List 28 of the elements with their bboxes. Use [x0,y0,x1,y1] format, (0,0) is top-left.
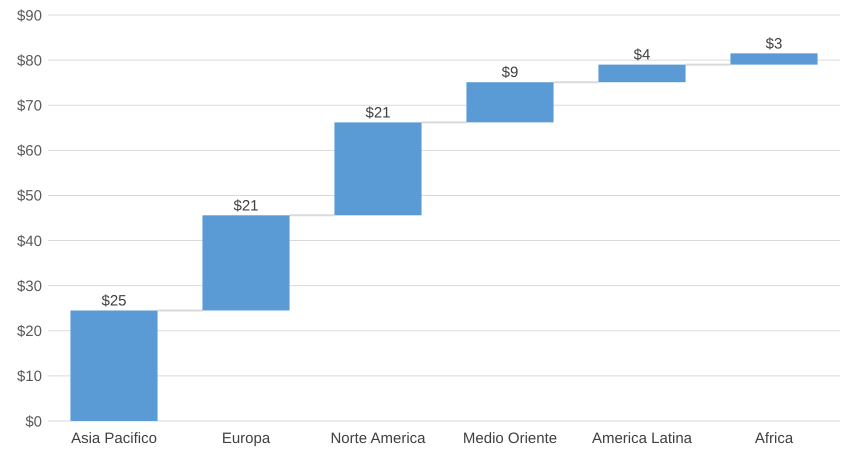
bar [202,215,290,310]
x-tick-label: Medio Oriente [462,430,558,447]
y-tick-label: $70 [16,97,42,114]
bar [334,122,422,216]
data-label: $3 [766,35,782,52]
data-label: $4 [634,46,650,64]
y-tick-label: $60 [16,142,42,160]
y-tick-label: $20 [16,323,42,340]
data-label: $9 [502,64,518,82]
bar [466,82,554,122]
y-tick-label: $10 [16,368,42,386]
x-tick-label: Asia Pacifico [71,430,157,447]
x-tick-label: Norte America [330,430,426,447]
x-tick-label: America Latina [592,430,693,447]
y-tick-label: $50 [16,188,42,205]
bar [598,64,686,82]
y-tick-label: $40 [16,232,42,250]
bar [70,310,158,421]
data-label: $21 [233,197,259,214]
data-label: $25 [101,292,127,310]
y-tick-label: $0 [25,413,42,430]
bar [730,53,818,65]
x-tick-label: Europa [222,430,271,447]
y-tick-label: $30 [16,278,42,295]
y-tick-label: $80 [16,52,42,70]
y-tick-label: $90 [16,7,42,24]
x-tick-label: Africa [754,430,794,447]
data-label: $21 [365,104,391,122]
